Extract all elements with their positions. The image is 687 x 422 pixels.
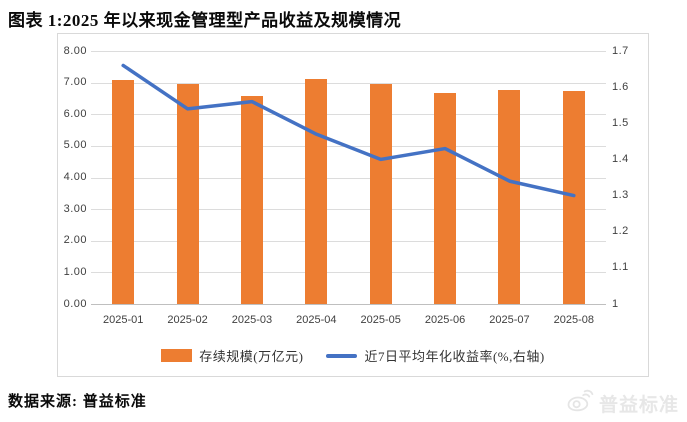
left-axis-tick-label: 0.00 [63, 297, 87, 310]
gridline [91, 209, 606, 211]
bar-2025-04 [305, 79, 328, 304]
left-axis-tick-label: 4.00 [63, 171, 87, 183]
watermark: 普益标准 [567, 389, 679, 417]
x-axis-tick-label: 2025-06 [424, 314, 466, 326]
weibo-icon [567, 389, 594, 417]
left-axis-tick-label: 1.00 [63, 265, 87, 278]
legend-bar-swatch-icon [161, 349, 193, 362]
x-axis-tick-label: 2025-05 [360, 314, 401, 326]
gridline [91, 145, 606, 147]
right-axis-tick-label: 1.7 [612, 44, 629, 57]
gridline [91, 114, 606, 116]
left-axis-tick-label: 3.00 [63, 202, 87, 215]
right-axis-tick-label: 1.3 [612, 189, 629, 202]
x-axis-tick-label: 2025-04 [296, 314, 337, 326]
x-axis-tick-label: 2025-03 [231, 314, 273, 326]
gridline [91, 304, 606, 305]
legend-line-swatch-icon [326, 353, 358, 358]
bar-2025-05 [369, 83, 392, 304]
right-axis-tick-label: 1.6 [612, 80, 629, 93]
left-axis-tick-label: 8.00 [63, 44, 87, 57]
yield-line-series [121, 63, 576, 198]
left-axis-tick-label: 6.00 [63, 107, 87, 120]
legend-bar-label: 存续规模(万亿元) [199, 349, 304, 364]
bar-2025-01 [112, 80, 135, 304]
right-axis-tick-label: 1.2 [612, 225, 629, 238]
x-axis-tick-label: 2025-02 [167, 314, 208, 326]
right-axis-tick-label: 1.4 [612, 152, 629, 165]
legend-line-label: 近7日平均年化收益率(%,右轴) [364, 349, 545, 364]
left-axis-tick-label: 2.00 [63, 234, 87, 247]
x-axis-tick-label: 2025-08 [553, 314, 594, 326]
chart-title: 图表 1:2025 年以来现金管理型产品收益及规模情况 [8, 11, 402, 30]
chart-legend: 存续规模(万亿元) 近7日平均年化收益率(%,右轴) [58, 346, 648, 365]
bar-2025-02 [176, 83, 199, 304]
gridline [91, 240, 606, 242]
gridline [91, 272, 606, 274]
data-source-label: 数据来源: 普益标准 [8, 394, 147, 410]
bar-2025-08 [562, 91, 585, 304]
x-axis-tick-label: 2025-01 [103, 314, 144, 326]
gridline [91, 82, 606, 84]
watermark-text: 普益标准 [599, 394, 680, 416]
left-axis-tick-label: 5.00 [63, 139, 87, 152]
right-axis-tick-label: 1.5 [612, 116, 629, 129]
bar-2025-07 [498, 90, 521, 304]
x-axis-tick-label: 2025-07 [489, 314, 530, 326]
gridline [91, 51, 606, 52]
chart-container: 8.00 7.00 6.00 5.00 4.00 3.00 2.00 1.00 0.00 1.7 1… [57, 33, 649, 377]
bar-2025-06 [434, 93, 457, 304]
left-axis-tick-label: 7.00 [63, 76, 87, 89]
bar-2025-03 [240, 95, 263, 304]
right-axis-tick-label: 1 [612, 297, 619, 310]
right-axis-tick-label: 1.1 [612, 261, 629, 274]
gridline [91, 177, 606, 179]
